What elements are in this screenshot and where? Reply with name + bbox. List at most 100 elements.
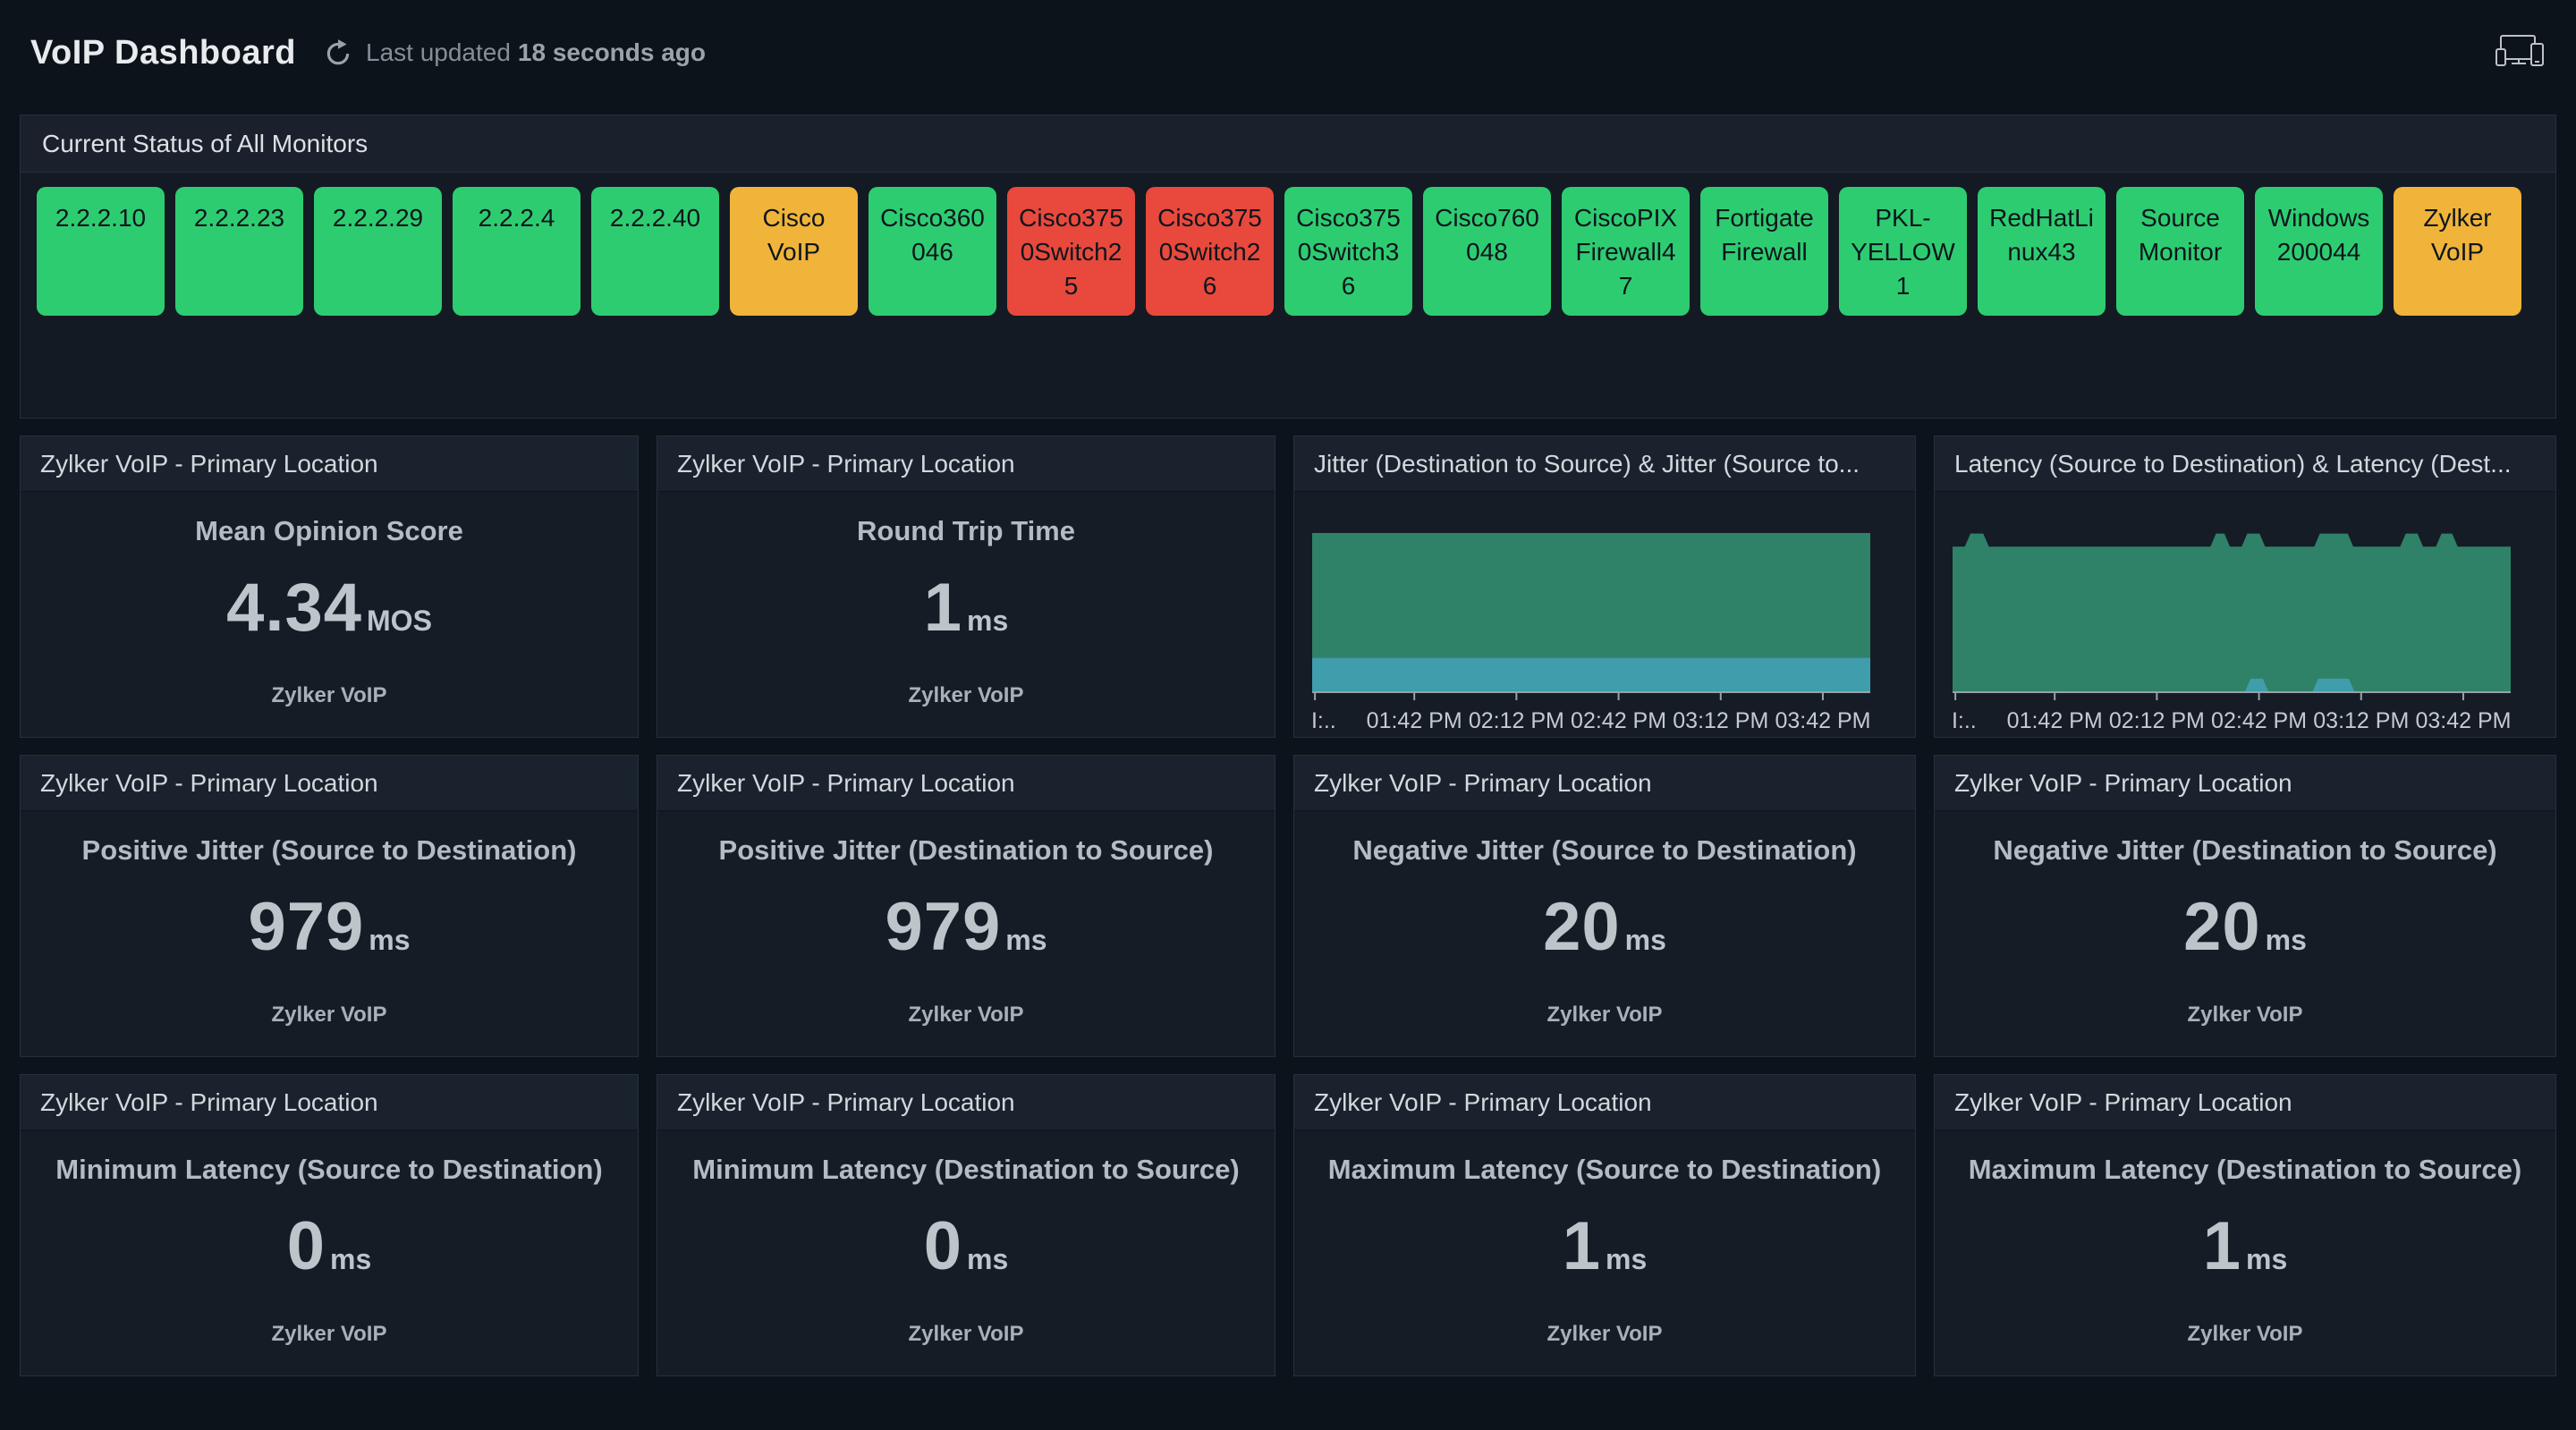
metric-unit: ms [1624, 924, 1666, 956]
metric-value-row: 4.34 MOS [226, 574, 432, 642]
metric-title: Maximum Latency (Destination to Source) [1968, 1154, 2522, 1185]
metric-value-row: 0 ms [924, 1213, 1009, 1281]
card-latency-chart: Latency (Source to Destination) & Latenc… [1934, 436, 2556, 738]
x-axis-tick-label: 02:12 PM [1468, 708, 1564, 733]
monitor-link[interactable]: Zylker VoIP [1546, 1003, 1663, 1027]
metric-title: Positive Jitter (Destination to Source) [718, 834, 1214, 866]
devices-icon[interactable] [2494, 33, 2546, 72]
metric-unit: ms [330, 1243, 372, 1275]
metric-title: Negative Jitter (Destination to Source) [1993, 834, 2497, 866]
card-body: Maximum Latency (Source to Destination) … [1294, 1130, 1915, 1375]
card-body: Maximum Latency (Destination to Source) … [1935, 1130, 2555, 1375]
card-positive-jitter-src-dst: Zylker VoIP - Primary Location Positive … [20, 755, 639, 1057]
refresh-icon[interactable] [323, 38, 353, 68]
card-header: Zylker VoIP - Primary Location [1294, 1075, 1915, 1130]
chart-body: I:.. 01:42 PM 02:12 PM 02:42 PM 03:12 PM 03:4… [1935, 492, 2555, 739]
monitor-link[interactable]: Zylker VoIP [271, 683, 387, 707]
card-header: Zylker VoIP - Primary Location [657, 1075, 1275, 1130]
monitor-link[interactable]: Zylker VoIP [908, 1322, 1024, 1346]
card-body: Minimum Latency (Source to Destination) … [21, 1130, 638, 1375]
metric-value: 20 [2183, 889, 2261, 965]
topbar: VoIP Dashboard Last updated 18 seconds ag… [0, 0, 2576, 106]
monitor-tile[interactable]: CiscoPIX Firewall47 [1562, 187, 1690, 316]
monitor-tile-label: Source Monitor [2138, 204, 2223, 266]
card-positive-jitter-dst-src: Zylker VoIP - Primary Location Positive … [657, 755, 1275, 1057]
monitor-tile-label: Cisco3750Switch26 [1157, 204, 1262, 300]
card-negative-jitter-dst-src: Zylker VoIP - Primary Location Negative … [1934, 755, 2556, 1057]
metric-value: 20 [1543, 889, 1621, 965]
card-header: Zylker VoIP - Primary Location [21, 1075, 638, 1130]
card-mean-opinion-score: Zylker VoIP - Primary Location Mean Opin… [20, 436, 639, 738]
monitor-tile[interactable]: 2.2.2.4 [453, 187, 580, 316]
card-header: Zylker VoIP - Primary Location [21, 756, 638, 811]
monitor-tile[interactable]: Source Monitor [2116, 187, 2244, 316]
metric-unit: ms [1005, 924, 1047, 956]
metric-value: 979 [885, 889, 1002, 965]
monitor-tile-label: Zylker VoIP [2423, 204, 2492, 266]
monitor-link[interactable]: Zylker VoIP [2187, 1003, 2303, 1027]
monitor-tile[interactable]: 2.2.2.40 [591, 187, 719, 316]
jitter-area-chart[interactable] [1312, 524, 1870, 707]
card-header: Zylker VoIP - Primary Location [1294, 756, 1915, 811]
monitor-tile[interactable]: 2.2.2.10 [37, 187, 165, 316]
monitor-tile[interactable]: 2.2.2.29 [314, 187, 442, 316]
monitor-tile[interactable]: Windows 200044 [2255, 187, 2383, 316]
monitor-tile[interactable]: Fortigate Firewall [1700, 187, 1828, 316]
monitor-tile[interactable]: Cisco VoIP [730, 187, 858, 316]
metric-title: Round Trip Time [857, 515, 1075, 546]
monitor-link[interactable]: Zylker VoIP [908, 1003, 1024, 1027]
metric-value-row: 0 ms [287, 1213, 372, 1281]
monitor-tile-label: CiscoPIX Firewall47 [1573, 204, 1678, 300]
metric-value: 1 [1562, 1208, 1602, 1284]
metric-unit: ms [967, 1243, 1009, 1275]
monitor-tile[interactable]: Cisco3750Switch25 [1007, 187, 1135, 316]
metric-value: 1 [923, 570, 963, 646]
monitor-link[interactable]: Zylker VoIP [271, 1003, 387, 1027]
x-axis-labels: I:.. 01:42 PM 02:12 PM 02:42 PM 03:12 PM 03:4… [1952, 708, 2512, 739]
monitor-link[interactable]: Zylker VoIP [271, 1322, 387, 1346]
card-round-trip-time: Zylker VoIP - Primary Location Round Tri… [657, 436, 1275, 738]
monitor-link[interactable]: Zylker VoIP [2187, 1322, 2303, 1346]
metric-title: Minimum Latency (Destination to Source) [692, 1154, 1240, 1185]
monitor-tile[interactable]: Cisco3750Switch36 [1284, 187, 1412, 316]
metric-unit: MOS [367, 605, 432, 637]
monitor-link[interactable]: Zylker VoIP [1546, 1322, 1663, 1346]
x-axis-labels: I:.. 01:42 PM 02:12 PM 02:42 PM 03:12 PM 03:4… [1311, 708, 1871, 739]
monitor-tile[interactable]: Cisco360046 [869, 187, 996, 316]
card-min-latency-dst-src: Zylker VoIP - Primary Location Minimum L… [657, 1074, 1275, 1376]
x-axis-tick-label: 03:42 PM [2415, 708, 2512, 733]
metric-unit: ms [1606, 1243, 1648, 1275]
monitor-tile-label: 2.2.2.4 [478, 204, 555, 232]
card-body: Positive Jitter (Destination to Source) … [657, 811, 1275, 1056]
metric-value-row: 1 ms [2203, 1213, 2288, 1281]
monitor-tile-label: RedHatLinux43 [1989, 204, 2094, 266]
latency-area-chart[interactable] [1953, 524, 2511, 707]
monitor-tile[interactable]: PKL-YELLOW1 [1839, 187, 1967, 316]
x-axis-tick-label: 03:12 PM [1673, 708, 1769, 733]
current-status-title: Current Status of All Monitors [21, 115, 2555, 173]
monitor-tile[interactable]: Zylker VoIP [2394, 187, 2521, 316]
metric-value-row: 979 ms [885, 893, 1046, 961]
metric-title: Minimum Latency (Source to Destination) [55, 1154, 603, 1185]
card-max-latency-dst-src: Zylker VoIP - Primary Location Maximum L… [1934, 1074, 2556, 1376]
monitor-tile-label: PKL-YELLOW1 [1851, 204, 1955, 300]
card-header: Jitter (Destination to Source) & Jitter … [1294, 436, 1915, 492]
monitor-link[interactable]: Zylker VoIP [908, 683, 1024, 707]
card-body: Minimum Latency (Destination to Source) … [657, 1130, 1275, 1375]
card-header: Zylker VoIP - Primary Location [21, 436, 638, 492]
metric-title: Mean Opinion Score [195, 515, 463, 546]
monitor-tile[interactable]: 2.2.2.23 [175, 187, 303, 316]
monitor-tile-label: Cisco760048 [1435, 204, 1539, 266]
metric-value: 1 [2202, 1208, 2242, 1284]
monitor-tile-label: 2.2.2.23 [193, 204, 285, 232]
monitor-tile[interactable]: Cisco3750Switch26 [1146, 187, 1274, 316]
monitor-tile[interactable]: RedHatLinux43 [1978, 187, 2106, 316]
monitor-tile[interactable]: Cisco760048 [1423, 187, 1551, 316]
x-axis-tick-label: 02:12 PM [2108, 708, 2205, 733]
current-status-panel: Current Status of All Monitors 2.2.2.10 2… [20, 114, 2556, 419]
monitor-tile-label: 2.2.2.10 [55, 204, 147, 232]
card-header: Zylker VoIP - Primary Location [657, 756, 1275, 811]
metric-value: 0 [923, 1208, 963, 1284]
metric-unit: ms [967, 605, 1009, 637]
last-updated-value: 18 seconds ago [517, 38, 707, 66]
